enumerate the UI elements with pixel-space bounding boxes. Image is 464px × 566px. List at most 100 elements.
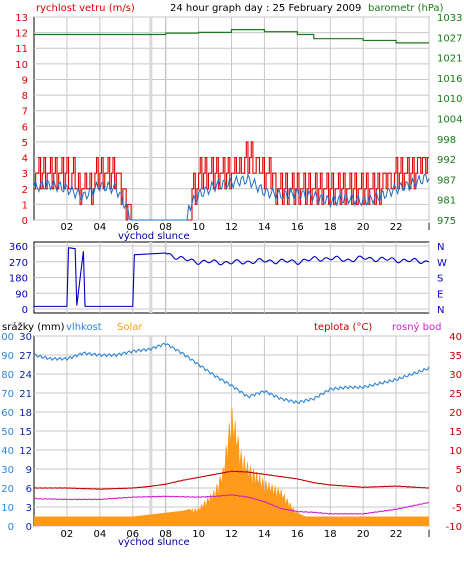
wind-xtick: 08 [159, 222, 172, 233]
humidity-label: vlhkost [66, 322, 102, 333]
wind-average-line [33, 172, 430, 221]
wind-xtick: 06 [126, 222, 139, 233]
wind-xtick: 02 [61, 222, 74, 233]
baro-ytick: 1016 [437, 74, 462, 85]
humidity-line [33, 342, 430, 405]
temperature-ytick: 35 [449, 351, 462, 362]
humidity-ytick: 100 [0, 332, 14, 343]
wind-xtick: l [428, 222, 431, 233]
direction-ytick: 0 [22, 305, 28, 316]
temp-xtick: 06 [126, 529, 139, 540]
temp-xtick: 10 [192, 529, 205, 540]
wind-ytick: 11 [15, 44, 28, 55]
compass-label: N [437, 242, 444, 253]
compass-label: E [437, 289, 443, 300]
humidity-ytick: 20 [1, 484, 14, 495]
dewpoint-label: rosný bod [392, 321, 441, 333]
temperature-ytick: -5 [452, 503, 462, 514]
temperature-ytick: 5 [456, 465, 462, 476]
baro-ytick: 987 [437, 175, 456, 186]
temp-xtick: 14 [258, 529, 271, 540]
baro-ytick: 1010 [437, 94, 462, 105]
humidity-ytick: 70 [1, 389, 14, 400]
baro-ytick: 992 [437, 155, 456, 166]
humidity-ytick: 40 [1, 446, 14, 457]
direction-ytick: 270 [9, 258, 28, 269]
baro-ytick: 998 [437, 135, 456, 146]
wind-ytick: 9 [22, 75, 28, 86]
sunrise-label-1: východ slunce [118, 230, 190, 242]
baro-ytick: 975 [437, 216, 456, 227]
wind-ytick: 1 [22, 200, 28, 211]
baro-ytick: 981 [437, 196, 456, 207]
wind-xtick: 22 [390, 222, 403, 233]
temp-xtick: 20 [357, 529, 370, 540]
wind-direction-line [34, 247, 430, 307]
temperature-ytick: -10 [446, 522, 462, 533]
solar-label: Solar [117, 322, 143, 333]
direction-ytick: 180 [9, 274, 28, 285]
temp-xtick: l [428, 529, 431, 540]
solar-area [34, 406, 429, 526]
humidity-ytick: 50 [1, 427, 14, 438]
wind-ytick: 7 [22, 107, 28, 118]
baro-ytick: 1004 [437, 115, 462, 126]
humidity-ytick: 80 [1, 370, 14, 381]
rain-ytick: 15 [19, 427, 32, 438]
wind-ytick: 8 [22, 91, 28, 102]
temperature-ytick: 30 [449, 370, 462, 381]
temperature-ytick: 25 [449, 389, 462, 400]
wind-xtick: 18 [324, 222, 337, 233]
wind-ytick: 0 [22, 216, 28, 227]
wind-ytick: 12 [15, 29, 28, 40]
temp-xtick: 18 [324, 529, 337, 540]
rain-ytick: 0 [26, 522, 32, 533]
wind-xtick: 16 [291, 222, 304, 233]
rain-ytick: 24 [19, 370, 32, 381]
temperature-label: teplota (°C) [314, 322, 372, 333]
temp-xtick: 16 [291, 529, 304, 540]
temp-xtick: 08 [159, 529, 172, 540]
barometer-line [34, 29, 429, 44]
rain-ytick: 6 [26, 484, 32, 495]
humidity-ytick: 0 [8, 522, 14, 533]
temp-xtick: 12 [225, 529, 238, 540]
rain-ytick: 12 [19, 446, 32, 457]
barometer-label: barometr (hPa) [368, 3, 444, 14]
wind-speed-label: rychlost vetru (m/s) [36, 3, 135, 14]
rain-ytick: 9 [26, 465, 32, 476]
compass-label: W [437, 258, 447, 269]
dewpoint-line [33, 494, 430, 515]
humidity-ytick: 30 [1, 465, 14, 476]
wind-xtick: 14 [258, 222, 271, 233]
wind-ytick: 5 [22, 138, 28, 149]
baro-ytick: 1021 [437, 54, 462, 65]
temperature-ytick: 15 [449, 427, 462, 438]
wind-ytick: 3 [22, 169, 28, 180]
rain-ytick: 3 [26, 503, 32, 514]
wind-ytick: 4 [22, 154, 28, 165]
rain-ytick: 30 [19, 332, 32, 343]
temperature-ytick: 40 [449, 332, 462, 343]
temperature-ytick: 10 [449, 446, 462, 457]
wind-gust-line [34, 141, 429, 221]
humidity-ytick: 90 [1, 351, 14, 362]
wind-xtick: 10 [192, 222, 205, 233]
chart-title: 24 hour graph day : 25 February 2009 [170, 3, 361, 14]
sunrise-label-2: východ slunce [118, 536, 190, 548]
wind-xtick: 20 [357, 222, 370, 233]
compass-label: S [437, 274, 443, 285]
baro-ytick: 1027 [437, 33, 462, 44]
wind-xtick: 12 [225, 222, 238, 233]
wind-ytick: 13 [15, 13, 28, 24]
temperature-line [33, 470, 430, 490]
temperature-ytick: 20 [449, 408, 462, 419]
rain-ytick: 18 [19, 408, 32, 419]
wind-ytick: 10 [15, 60, 28, 71]
temp-xtick: 02 [61, 529, 74, 540]
direction-ytick: 90 [15, 289, 28, 300]
temp-xtick: 22 [390, 529, 403, 540]
direction-ytick: 360 [9, 242, 28, 253]
